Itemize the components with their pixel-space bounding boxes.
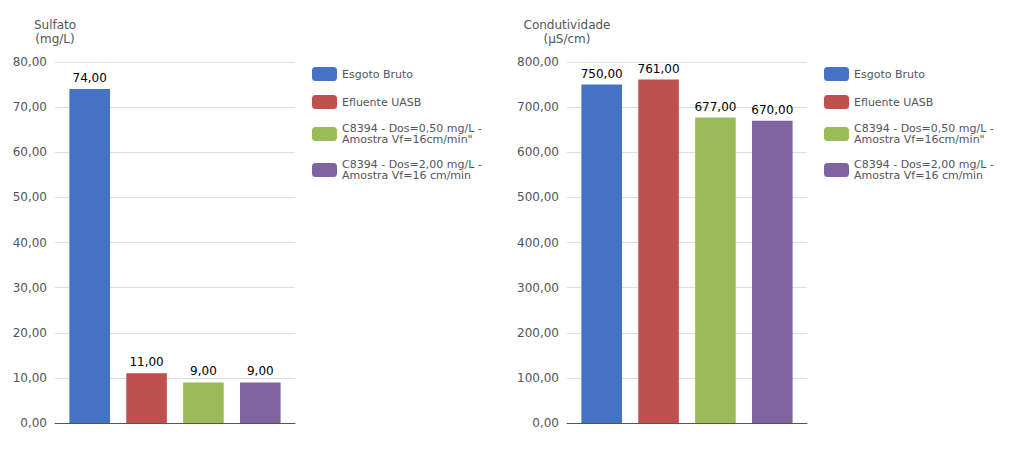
svg-text:Esgoto Bruto: Esgoto Bruto bbox=[342, 68, 413, 81]
svg-text:(μS/cm): (μS/cm) bbox=[544, 32, 591, 46]
svg-text:761,00: 761,00 bbox=[638, 62, 680, 76]
svg-text:300,00: 300,00 bbox=[517, 281, 559, 295]
svg-text:C8394 - Dos=0,50 mg/L -: C8394 - Dos=0,50 mg/L - bbox=[854, 122, 994, 135]
svg-text:20,00: 20,00 bbox=[13, 326, 47, 340]
svg-text:200,00: 200,00 bbox=[517, 326, 559, 340]
svg-text:Amostra Vf=16 cm/min: Amostra Vf=16 cm/min bbox=[342, 169, 471, 182]
svg-text:500,00: 500,00 bbox=[517, 190, 559, 204]
svg-text:60,00: 60,00 bbox=[13, 145, 47, 159]
svg-text:700,00: 700,00 bbox=[517, 100, 559, 114]
svg-text:100,00: 100,00 bbox=[517, 371, 559, 385]
svg-text:800,00: 800,00 bbox=[517, 55, 559, 69]
svg-text:70,00: 70,00 bbox=[13, 100, 47, 114]
svg-text:0,00: 0,00 bbox=[532, 416, 559, 430]
svg-text:677,00: 677,00 bbox=[694, 100, 736, 114]
svg-text:670,00: 670,00 bbox=[751, 103, 793, 117]
svg-text:11,00: 11,00 bbox=[129, 355, 163, 369]
svg-text:600,00: 600,00 bbox=[517, 145, 559, 159]
svg-text:Efluente UASB: Efluente UASB bbox=[854, 96, 933, 109]
svg-text:30,00: 30,00 bbox=[13, 281, 47, 295]
svg-text:74,00: 74,00 bbox=[73, 71, 107, 85]
svg-text:C8394 - Dos=2,00 mg/L -: C8394 - Dos=2,00 mg/L - bbox=[342, 158, 482, 171]
svg-text:0,00: 0,00 bbox=[20, 416, 47, 430]
svg-text:Esgoto Bruto: Esgoto Bruto bbox=[854, 68, 925, 81]
svg-text:750,00: 750,00 bbox=[581, 67, 623, 81]
svg-text:50,00: 50,00 bbox=[13, 190, 47, 204]
svg-text:9,00: 9,00 bbox=[247, 364, 274, 378]
svg-text:Amostra Vf=16cm/min": Amostra Vf=16cm/min" bbox=[854, 133, 985, 146]
svg-text:9,00: 9,00 bbox=[190, 364, 217, 378]
svg-text:40,00: 40,00 bbox=[13, 236, 47, 250]
svg-text:Sulfato: Sulfato bbox=[34, 18, 76, 32]
svg-text:400,00: 400,00 bbox=[517, 236, 559, 250]
svg-text:Condutividade: Condutividade bbox=[524, 18, 611, 32]
svg-text:C8394 - Dos=0,50 mg/L -: C8394 - Dos=0,50 mg/L - bbox=[342, 122, 482, 135]
svg-text:(mg/L): (mg/L) bbox=[35, 32, 74, 46]
svg-text:10,00: 10,00 bbox=[13, 371, 47, 385]
svg-text:C8394 - Dos=2,00 mg/L -: C8394 - Dos=2,00 mg/L - bbox=[854, 158, 994, 171]
svg-text:Amostra Vf=16cm/min": Amostra Vf=16cm/min" bbox=[342, 133, 473, 146]
svg-text:80,00: 80,00 bbox=[13, 55, 47, 69]
svg-text:Efluente UASB: Efluente UASB bbox=[342, 96, 421, 109]
svg-text:Amostra Vf=16 cm/min: Amostra Vf=16 cm/min bbox=[854, 169, 983, 182]
